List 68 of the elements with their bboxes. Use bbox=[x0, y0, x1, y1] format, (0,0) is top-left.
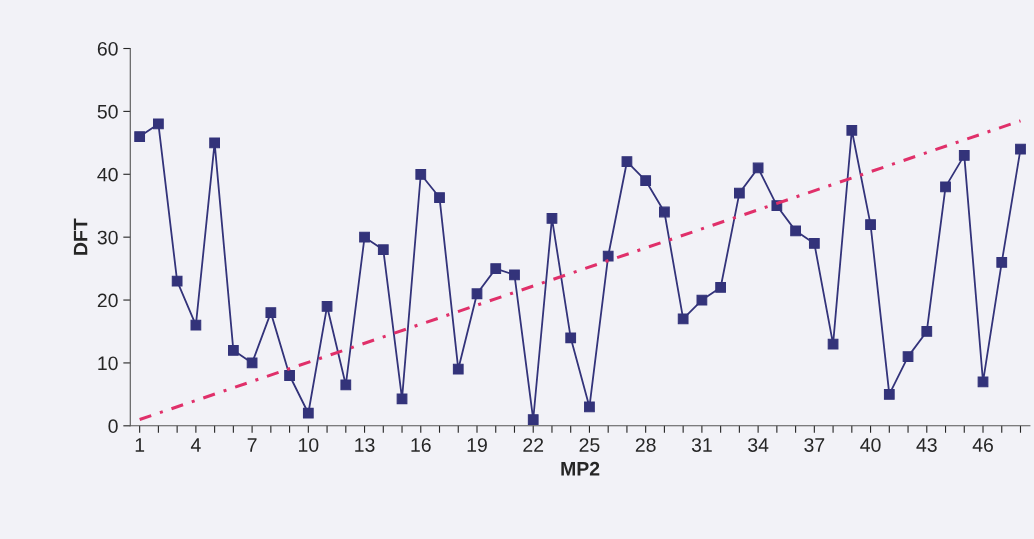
point bbox=[1015, 143, 1026, 155]
point bbox=[846, 124, 858, 136]
x-tick-label: 19 bbox=[467, 438, 487, 452]
point bbox=[565, 332, 577, 344]
point bbox=[940, 181, 951, 193]
point bbox=[359, 231, 370, 243]
point bbox=[883, 388, 895, 400]
point bbox=[659, 206, 670, 218]
point bbox=[490, 263, 502, 274]
point bbox=[302, 407, 314, 419]
point bbox=[621, 156, 633, 168]
x-tick-label: 34 bbox=[748, 438, 769, 452]
point bbox=[340, 379, 352, 391]
point bbox=[227, 344, 239, 356]
point bbox=[284, 370, 295, 381]
x-tick-label: 25 bbox=[579, 438, 600, 452]
point bbox=[790, 225, 801, 237]
x-tick-label: 43 bbox=[916, 438, 937, 452]
point bbox=[265, 307, 277, 318]
point bbox=[396, 393, 408, 405]
y-tick-label: 30 bbox=[97, 230, 118, 245]
point bbox=[527, 414, 539, 425]
point bbox=[190, 319, 202, 331]
x-axis-title: MP2 bbox=[561, 461, 600, 476]
point bbox=[584, 401, 595, 413]
x-tick-label: 40 bbox=[860, 438, 881, 452]
x-tick-label: 16 bbox=[411, 438, 431, 452]
y-axis-title: DFT bbox=[73, 218, 88, 255]
point bbox=[808, 238, 820, 249]
y-tick-label: 40 bbox=[97, 167, 118, 182]
point bbox=[153, 118, 164, 130]
point bbox=[134, 131, 146, 142]
point bbox=[977, 376, 989, 388]
point bbox=[921, 326, 933, 337]
point bbox=[902, 351, 914, 363]
point bbox=[209, 137, 220, 149]
point bbox=[958, 150, 970, 161]
point bbox=[171, 275, 183, 287]
point bbox=[434, 192, 445, 203]
point bbox=[471, 288, 483, 300]
point bbox=[452, 363, 464, 375]
x-tick-label: 4 bbox=[190, 438, 201, 452]
x-tick-label: 46 bbox=[972, 438, 993, 452]
point bbox=[546, 212, 558, 224]
point bbox=[321, 300, 333, 312]
x-tick-label: 28 bbox=[635, 438, 656, 452]
y-tick-label: 60 bbox=[97, 41, 118, 56]
point bbox=[377, 244, 389, 256]
point bbox=[715, 282, 727, 293]
point bbox=[733, 187, 745, 199]
point bbox=[602, 250, 614, 262]
x-tick-label: 7 bbox=[247, 438, 257, 452]
y-tick-label: 0 bbox=[108, 419, 118, 434]
point bbox=[677, 313, 689, 325]
x-tick-label: 37 bbox=[804, 438, 825, 452]
x-tick-label: 10 bbox=[299, 438, 319, 452]
point bbox=[640, 175, 652, 186]
x-tick-label: 1 bbox=[135, 438, 145, 452]
x-tick-label: 13 bbox=[355, 438, 375, 452]
point bbox=[865, 219, 876, 230]
y-tick-label: 20 bbox=[97, 293, 118, 308]
y-tick-label: 50 bbox=[97, 104, 118, 119]
point bbox=[415, 168, 427, 180]
point bbox=[996, 256, 1008, 268]
x-tick-label: 22 bbox=[523, 438, 544, 452]
y-tick-label: 10 bbox=[98, 356, 118, 371]
point bbox=[509, 269, 520, 281]
x-tick-label: 31 bbox=[691, 438, 712, 452]
